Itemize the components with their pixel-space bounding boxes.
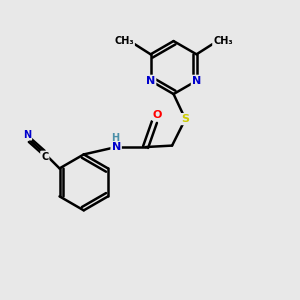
Text: CH₃: CH₃ [114, 36, 134, 46]
Text: N: N [146, 76, 155, 86]
Text: C: C [41, 152, 48, 162]
Text: H: H [112, 133, 120, 142]
Text: N: N [23, 130, 31, 140]
Text: CH₃: CH₃ [213, 36, 233, 46]
Text: N: N [192, 76, 201, 86]
Text: O: O [153, 110, 162, 120]
Text: S: S [181, 114, 189, 124]
Text: N: N [112, 142, 121, 152]
